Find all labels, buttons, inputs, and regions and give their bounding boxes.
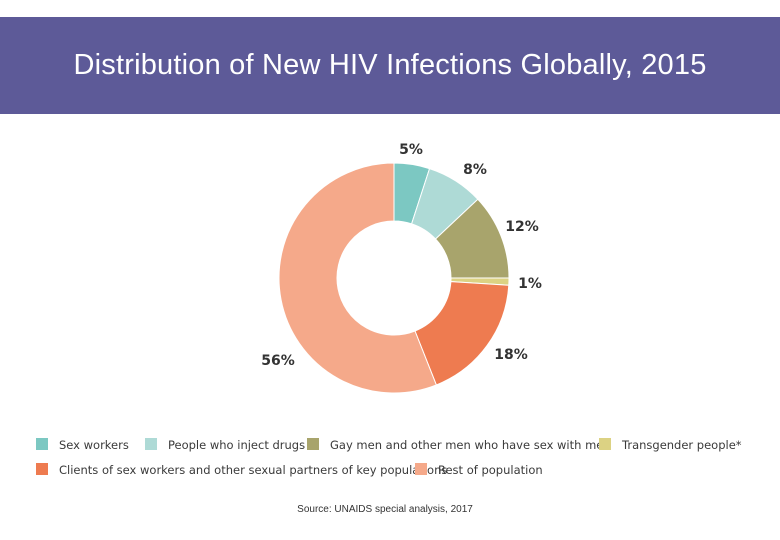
page-title: Distribution of New HIV Infections Globa…: [73, 49, 707, 81]
legend-swatch-sex-workers: [36, 438, 48, 450]
legend-label-people-who-inject-drugs: People who inject drugs: [168, 438, 305, 452]
legend-label-gay-men-and-other-men-who-have-sex-with-men: Gay men and other men who have sex with …: [330, 438, 611, 452]
legend-label-clients-of-sex-workers-and-other-sexual-partners-of-key-populations: Clients of sex workers and other sexual …: [59, 463, 447, 477]
legend-swatch-gay-men-and-other-men-who-have-sex-with-men: [307, 438, 319, 450]
legend-label-sex-workers: Sex workers: [59, 438, 129, 452]
slice-label-transgender-people: 1%: [518, 276, 542, 292]
donut-slices: [278, 162, 510, 394]
slice-label-rest-of-population: 56%: [261, 353, 295, 369]
legend-swatch-rest-of-population: [415, 463, 427, 475]
legend-swatch-people-who-inject-drugs: [145, 438, 157, 450]
legend-label-rest-of-population: Rest of population: [438, 463, 543, 477]
slice-label-clients-of-sex-workers-and-other-sexual-partners-of-key-populations: 18%: [494, 347, 528, 363]
legend-swatch-clients-of-sex-workers-and-other-sexual-partners-of-key-populations: [36, 463, 48, 475]
chart-legend: Sex workers People who inject drugs Gay me…: [36, 438, 742, 477]
source-note: Source: UNAIDS special analysis, 2017: [297, 504, 473, 515]
slice-label-people-who-inject-drugs: 8%: [463, 162, 487, 178]
slice-label-sex-workers: 5%: [399, 142, 423, 158]
legend-swatch-transgender-people: [599, 438, 611, 450]
slice-rest-of-population: [278, 162, 437, 394]
slice-label-gay-men-and-other-men-who-have-sex-with-men: 12%: [505, 219, 539, 235]
title-banner: Distribution of New HIV Infections Globa…: [0, 17, 780, 114]
slice-labels: 5% 8% 12% 1% 18% 56%: [261, 142, 542, 369]
legend-label-transgender-people: Transgender people*: [621, 438, 742, 452]
